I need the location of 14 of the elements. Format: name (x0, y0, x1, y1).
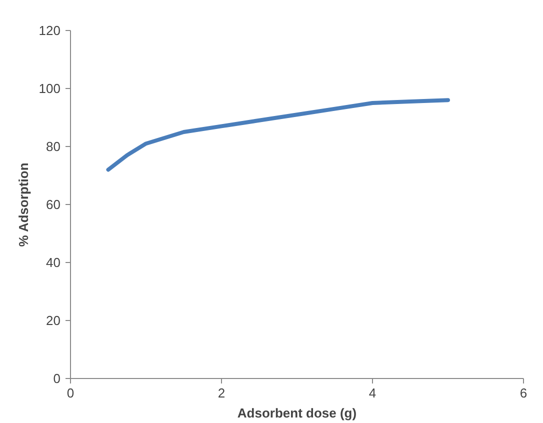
y-tick-label: 40 (46, 255, 61, 270)
y-tick-label: 60 (46, 197, 61, 212)
y-tick-label: 80 (46, 139, 61, 154)
x-tick-label: 6 (520, 386, 528, 400)
x-tick-label: 4 (368, 386, 376, 400)
y-tick-label: 100 (38, 81, 61, 96)
y-tick-label: 0 (53, 371, 61, 386)
line-series (106, 98, 450, 172)
x-axis-title: Adsorbent dose (g) (237, 406, 357, 420)
y-tick-label: 20 (46, 313, 61, 328)
y-axis-title: % Adsorption (16, 162, 31, 247)
x-tick-label: 0 (66, 386, 74, 400)
x-tick-label: 2 (218, 386, 226, 400)
y-tick-label: 120 (38, 23, 61, 38)
